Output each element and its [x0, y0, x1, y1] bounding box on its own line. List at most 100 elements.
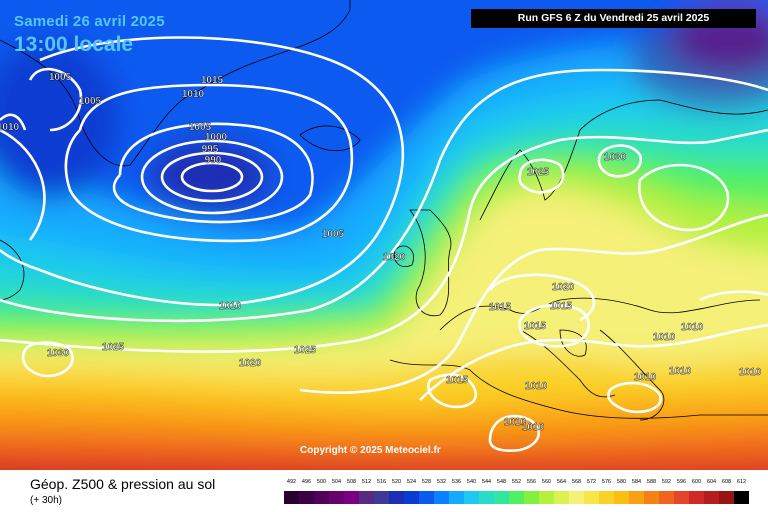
map-legend-footer: Géop. Z500 & pression au sol (+ 30h) 492… — [0, 470, 768, 512]
isobar-label: 1010 — [182, 89, 205, 100]
copyright-text: Copyright © 2025 Meteociel.fr — [300, 445, 441, 456]
scale-swatch — [689, 491, 704, 504]
scale-swatch — [629, 491, 644, 504]
scale-label: 508 — [346, 479, 357, 485]
isobar-label: 1015 — [550, 301, 573, 312]
scale-swatch — [674, 491, 689, 504]
scale-label: 584 — [631, 479, 642, 485]
isobar-label: 1015 — [489, 302, 512, 313]
scale-swatch — [464, 491, 479, 504]
scale-label: 572 — [586, 479, 597, 485]
scale-label: 608 — [721, 479, 732, 485]
isobar-label: 1015 — [524, 321, 547, 332]
scale-swatch — [479, 491, 494, 504]
isobar-label: 1010 — [669, 366, 692, 377]
isobar-label: 1010 — [522, 422, 545, 433]
isobar-label: 995 — [202, 144, 219, 155]
isobar-label: 1010 — [0, 122, 20, 133]
scale-label: 576 — [601, 479, 612, 485]
scale-swatch — [584, 491, 599, 504]
isobar-label: 1020 — [239, 358, 262, 369]
scale-swatch — [419, 491, 434, 504]
scale-swatch — [614, 491, 629, 504]
scale-label: 612 — [736, 479, 747, 485]
forecast-lead: (+ 30h) — [30, 495, 62, 506]
pressure-geopotential-map: 1005100510101015101010051000995990100510… — [0, 0, 768, 470]
isobar-label: 1005 — [189, 122, 212, 133]
forecast-time: 13:00 locale — [14, 33, 134, 56]
scale-swatch — [554, 491, 569, 504]
scale-swatch — [569, 491, 584, 504]
scale-label: 552 — [511, 479, 522, 485]
isobar-label: 1015 — [201, 75, 224, 86]
scale-swatch — [659, 491, 674, 504]
scale-label: 548 — [496, 479, 507, 485]
scale-label: 588 — [646, 479, 657, 485]
scale-swatch — [644, 491, 659, 504]
scale-label: 544 — [481, 479, 492, 485]
geopotential-color-field — [0, 0, 768, 470]
scale-swatch — [539, 491, 554, 504]
scale-swatch — [524, 491, 539, 504]
isobar-label: 1005 — [49, 72, 72, 83]
scale-label: 496 — [301, 479, 312, 485]
scale-label: 540 — [466, 479, 477, 485]
isobar-label: 1030 — [604, 152, 627, 163]
isobar-label: 1010 — [634, 372, 657, 383]
isobar-label: 1005 — [322, 229, 345, 240]
scale-swatch — [299, 491, 314, 504]
isobar-label: 1010 — [504, 417, 527, 428]
scale-swatch — [314, 491, 329, 504]
scale-label: 560 — [541, 479, 552, 485]
scale-label: 556 — [526, 479, 537, 485]
scale-label: 504 — [331, 479, 342, 485]
scale-label: 516 — [376, 479, 387, 485]
isobar-label: 1020 — [383, 252, 406, 263]
scale-label: 536 — [451, 479, 462, 485]
geopotential-color-scale: 492 496 500 504 508 512 516 520 524 528 532 536 540 5… — [284, 470, 752, 510]
isobar-label: 1025 — [294, 345, 317, 356]
isobar-label: 1010 — [739, 367, 762, 378]
isobar-label: 1015 — [446, 375, 469, 386]
scale-swatch — [329, 491, 344, 504]
scale-swatch — [494, 491, 509, 504]
isobar-label: 1020 — [552, 282, 575, 293]
isobar-label: 1010 — [525, 381, 548, 392]
scale-label: 520 — [391, 479, 402, 485]
scale-swatch — [704, 491, 719, 504]
isobar-label: 990 — [205, 155, 222, 166]
scale-label: 564 — [556, 479, 567, 485]
forecast-date: Samedi 26 avril 2025 — [14, 13, 165, 30]
isobar-label: 1010 — [653, 332, 676, 343]
scale-swatch — [719, 491, 734, 504]
scale-swatch — [389, 491, 404, 504]
scale-label: 524 — [406, 479, 417, 485]
scale-label: 604 — [706, 479, 717, 485]
scale-label: 500 — [316, 479, 327, 485]
isobar-label: 1010 — [219, 301, 242, 312]
isobar-label: 1025 — [527, 167, 550, 178]
scale-label: 592 — [661, 479, 672, 485]
isobar-label: 1000 — [205, 132, 228, 143]
scale-swatch — [344, 491, 359, 504]
scale-swatch — [359, 491, 374, 504]
scale-swatch — [284, 491, 299, 504]
isobar-labels: 1005100510101015101010051000995990100510… — [0, 72, 762, 433]
scale-label: 580 — [616, 479, 627, 485]
scale-swatch — [434, 491, 449, 504]
isobar-label: 1030 — [47, 348, 70, 359]
isobar-label: 1010 — [681, 322, 704, 333]
scale-label: 512 — [361, 479, 372, 485]
isobar-label: 1025 — [102, 342, 125, 353]
isobars — [0, 36, 768, 452]
scale-label: 532 — [436, 479, 447, 485]
scale-swatch — [509, 491, 524, 504]
scale-swatch — [374, 491, 389, 504]
field-title: Géop. Z500 & pression au sol — [30, 476, 216, 492]
scale-label: 568 — [571, 479, 582, 485]
scale-swatch — [734, 491, 749, 504]
scale-label: 600 — [691, 479, 702, 485]
scale-label: 492 — [286, 479, 297, 485]
scale-swatch — [599, 491, 614, 504]
